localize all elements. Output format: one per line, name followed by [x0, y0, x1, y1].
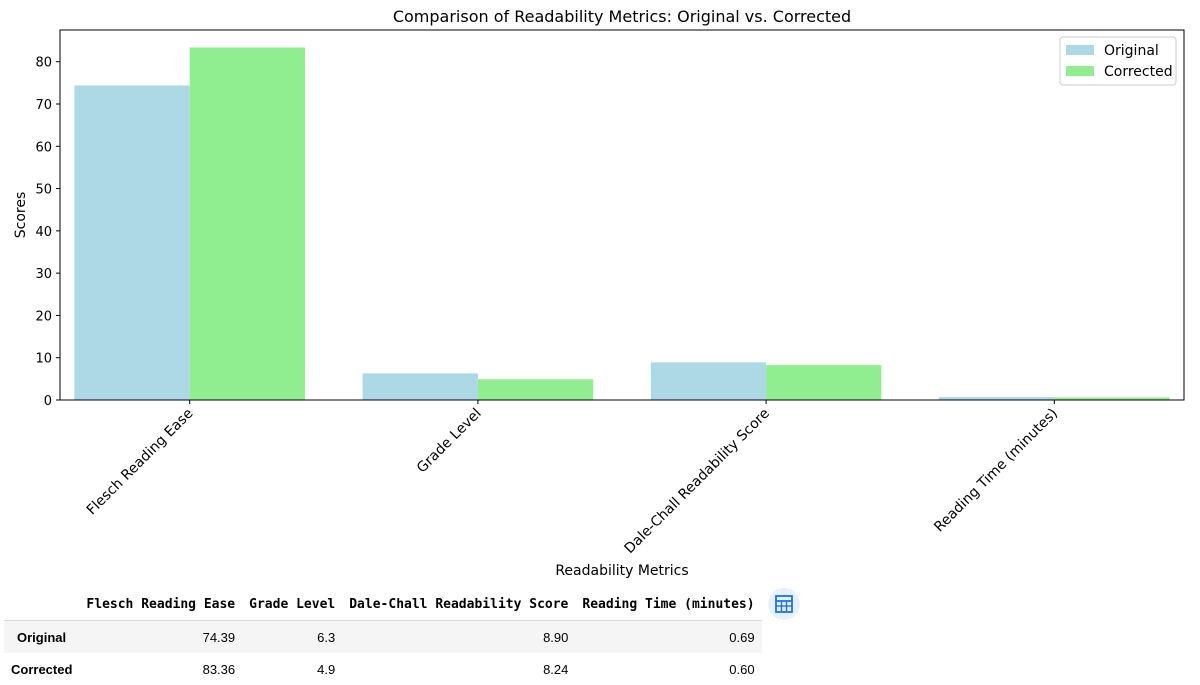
x-tick-label: Dale-Chall Readability Score [622, 406, 773, 557]
bar-chart: Comparison of Readability Metrics: Origi… [13, 7, 1185, 579]
data-table-container: Flesch Reading Ease Grade Level Dale-Cha… [4, 590, 762, 685]
legend-swatch-corrected [1066, 66, 1094, 76]
table-cell: 0.69 [729, 629, 755, 645]
table-cell: 74.39 [202, 629, 236, 645]
column-header: Reading Time (minutes) [575, 590, 762, 621]
chart-title: Comparison of Readability Metrics: Origi… [393, 7, 851, 26]
row-header: Corrected [11, 661, 73, 677]
column-header: Flesch Reading Ease [79, 590, 243, 621]
y-tick-label: 20 [35, 309, 52, 324]
bar-original-0 [74, 85, 190, 400]
column-header: Grade Level [242, 590, 343, 621]
table-cell: 0.60 [729, 661, 755, 677]
data-table: Flesch Reading Ease Grade Level Dale-Cha… [4, 590, 762, 685]
y-tick-label: 80 [35, 56, 52, 71]
y-axis-label: Scores [13, 192, 29, 239]
y-tick-label: 50 [35, 183, 52, 198]
y-tick-label: 60 [35, 140, 52, 155]
bar-original-3 [939, 397, 1055, 400]
x-axis: Flesch Reading Ease Grade Level Dale-Chall… [84, 400, 1061, 557]
bar-corrected-1 [477, 379, 594, 400]
table-cell: 4.9 [317, 661, 336, 677]
plot-frame [59, 29, 1185, 401]
y-tick-label: 30 [35, 267, 52, 282]
table-cell: 83.36 [202, 661, 236, 677]
bar-original-1 [362, 373, 478, 400]
table-grid-icon [775, 595, 793, 613]
table-cell: 6.3 [317, 629, 336, 645]
legend-swatch-original [1066, 45, 1094, 55]
column-header: Dale-Chall Readability Score [342, 590, 576, 621]
x-tick-label: Grade Level [414, 406, 485, 477]
table-cell: 8.90 [543, 629, 569, 645]
bar-corrected-0 [189, 47, 305, 400]
legend: Original Corrected [1059, 36, 1177, 86]
legend-label-original: Original [1104, 43, 1159, 59]
table-icon[interactable] [768, 588, 800, 620]
legend-label-corrected: Corrected [1104, 64, 1173, 80]
table-cell: 8.24 [543, 661, 569, 677]
table-row: Original 74.39 6.3 8.90 0.69 [4, 620, 762, 653]
x-axis-label: Readability Metrics [555, 563, 688, 579]
y-tick-label: 0 [44, 394, 52, 409]
bar-original-2 [650, 362, 767, 400]
bars-group [74, 47, 1170, 400]
bar-corrected-3 [1054, 397, 1170, 400]
x-tick-label: Reading Time (minutes) [931, 406, 1061, 536]
table-header-row: Flesch Reading Ease Grade Level Dale-Cha… [4, 590, 762, 621]
y-tick-label: 40 [35, 225, 52, 240]
y-tick-label: 70 [35, 98, 52, 113]
table-corner [4, 590, 80, 621]
row-header: Original [17, 629, 67, 645]
table-row: Corrected 83.36 4.9 8.24 0.60 [4, 653, 762, 685]
bar-corrected-2 [766, 365, 882, 400]
x-tick-label: Flesch Reading Ease [84, 406, 197, 519]
y-axis: 0 10 20 30 40 50 60 70 80 [35, 56, 60, 409]
y-tick-label: 10 [35, 352, 52, 367]
